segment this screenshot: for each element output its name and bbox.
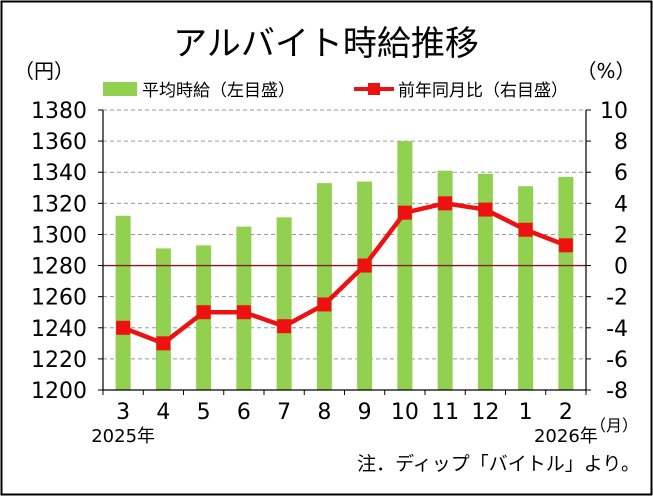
x-tick-label-4: 4	[156, 400, 170, 425]
yoy-marker-11	[438, 196, 453, 211]
yoy-marker-7	[277, 319, 292, 334]
yoy-marker-10	[397, 205, 412, 220]
bar-1	[518, 186, 534, 390]
right-axis-unit: （%）	[576, 59, 635, 83]
legend-line-marker	[368, 83, 380, 95]
chart-title: アルバイト時給推移	[173, 24, 479, 64]
yoy-marker-6	[236, 305, 251, 320]
bar-8	[316, 183, 332, 390]
x-axis-unit: （月）	[590, 416, 638, 435]
x-tick-label-1: 1	[519, 400, 533, 425]
left-tick-label-1280: 1280	[31, 255, 87, 280]
left-tick-label-1340: 1340	[31, 161, 87, 186]
yoy-marker-3	[116, 320, 131, 335]
year-label-0: 2025年	[91, 426, 155, 447]
bar-11	[437, 170, 453, 390]
source-note: 注．ディップ「バイトル」より。	[357, 453, 640, 475]
right-tick-labels: -8 -6 -4 -2 0 2 4 6 8 10	[600, 99, 628, 404]
left-tick-label-1220: 1220	[31, 348, 87, 373]
right-tick-label-0: 0	[614, 255, 628, 280]
yoy-marker-5	[196, 305, 211, 320]
bar-2	[558, 176, 574, 390]
x-tick-label-8: 8	[317, 400, 331, 425]
right-tick-label-8: 8	[614, 130, 628, 155]
x-tick-label-11: 11	[431, 400, 459, 425]
x-tick-label-12: 12	[471, 400, 499, 425]
bar-4	[155, 248, 171, 390]
bar-series	[115, 141, 574, 390]
left-tick-labels: 1200 1220 1240 1260 1280 1300 1320 1340 1360 1380	[31, 99, 87, 404]
x-tick-label-7: 7	[277, 400, 291, 425]
right-tick-label-2: 2	[614, 223, 628, 248]
bar-7	[276, 217, 292, 390]
right-tick-label--8: -8	[606, 379, 628, 404]
year-label-1: 2026年	[534, 426, 598, 447]
legend-line-label: 前年同月比（右目盛）	[398, 81, 568, 101]
left-tick-label-1300: 1300	[31, 223, 87, 248]
right-tick-label--2: -2	[606, 286, 628, 311]
right-tick-label-4: 4	[614, 192, 628, 217]
x-tick-label-3: 3	[116, 400, 130, 425]
bar-12	[477, 173, 493, 390]
bar-3	[115, 215, 131, 390]
yoy-marker-8	[317, 297, 332, 312]
left-tick-label-1200: 1200	[31, 379, 87, 404]
legend-bar-swatch	[103, 82, 137, 96]
yoy-marker-9	[357, 258, 372, 273]
right-tick-label--6: -6	[606, 348, 628, 373]
yoy-marker-12	[478, 202, 493, 217]
yoy-marker-2	[558, 238, 573, 253]
legend-bar-label: 平均時給（左目盛）	[142, 81, 295, 101]
yoy-marker-4	[156, 336, 171, 351]
left-tick-label-1240: 1240	[31, 317, 87, 342]
line-series	[116, 196, 573, 351]
x-tick-label-10: 10	[391, 400, 419, 425]
yoy-marker-1	[518, 222, 533, 237]
right-tick-label-10: 10	[600, 99, 628, 124]
x-tick-label-5: 5	[197, 400, 211, 425]
x-tick-label-2: 2	[559, 400, 573, 425]
x-tick-label-9: 9	[358, 400, 372, 425]
left-tick-label-1360: 1360	[31, 130, 87, 155]
left-axis-unit: （円）	[14, 59, 74, 83]
axes	[98, 109, 591, 395]
left-tick-label-1260: 1260	[31, 286, 87, 311]
left-tick-label-1380: 1380	[31, 99, 87, 124]
right-tick-label-6: 6	[614, 161, 628, 186]
right-tick-label--4: -4	[606, 317, 628, 342]
x-tick-label-6: 6	[237, 400, 251, 425]
bar-9	[357, 181, 373, 390]
left-tick-label-1320: 1320	[31, 192, 87, 217]
